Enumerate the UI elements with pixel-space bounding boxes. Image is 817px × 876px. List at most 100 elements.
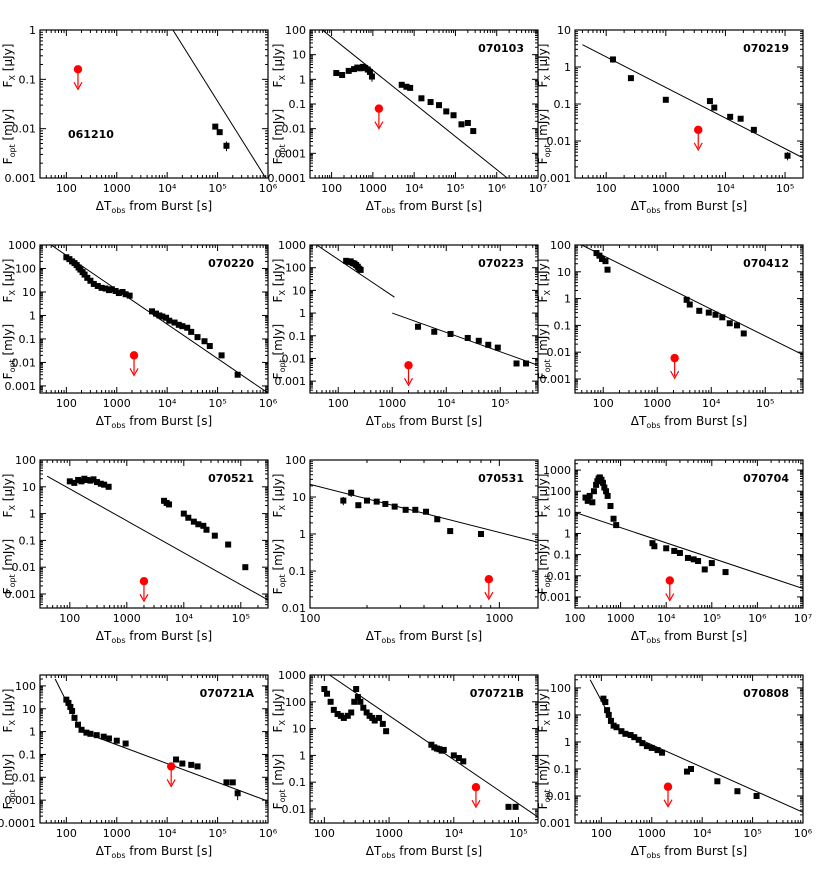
xray-point xyxy=(206,343,213,350)
xray-point xyxy=(94,282,101,289)
xray-point xyxy=(434,516,441,523)
y-tick-label: 10 xyxy=(557,506,571,519)
panel-070103: 100 1000 10⁴ 10⁵ 10⁶ 10⁷ 0.0001 0.001 0.01 0.1 1 10… xyxy=(268,24,548,215)
xray-point xyxy=(334,711,341,718)
xray-point xyxy=(415,323,422,330)
xray-point xyxy=(357,266,364,273)
y-tick-label: 100 xyxy=(285,262,306,275)
plot-area xyxy=(589,679,803,813)
y-axis-label-xray: FX [μJy] xyxy=(271,259,287,303)
y-tick-label: 0.01 xyxy=(282,123,307,136)
xray-point xyxy=(360,704,367,711)
optical-upper-limit-point xyxy=(665,576,675,585)
xray-point xyxy=(66,478,73,485)
y-tick-label: 0.01 xyxy=(547,790,572,803)
x-axis-label: ΔTobs from Burst [s] xyxy=(366,629,482,645)
x-axis-label: ΔTobs from Burst [s] xyxy=(366,199,482,215)
xray-point xyxy=(784,152,791,159)
xray-point xyxy=(740,330,747,337)
optical-upper-limit-point xyxy=(129,351,139,360)
plot-area xyxy=(582,44,803,161)
x-tick-label: 10⁴ xyxy=(158,397,177,410)
xray-point xyxy=(478,531,484,537)
xray-point xyxy=(152,310,159,317)
y-tick-label: 1 xyxy=(564,293,571,306)
xray-point xyxy=(708,560,715,567)
x-tick-label: 1000 xyxy=(103,397,131,410)
xray-point xyxy=(512,803,519,810)
y-tick-label: 100 xyxy=(285,454,306,467)
y-axis-label-xray: FX [μJy] xyxy=(536,474,552,518)
xray-point xyxy=(431,328,438,335)
x-axis-label: ΔTobs from Burst [s] xyxy=(631,414,747,430)
plot-frame xyxy=(309,244,539,394)
x-tick-label: 100 xyxy=(328,397,349,410)
xray-point xyxy=(330,706,337,713)
xray-point xyxy=(383,728,390,735)
y-tick-label: 0.01 xyxy=(547,135,572,148)
xray-point xyxy=(166,501,173,508)
x-tick-label: 10⁴ xyxy=(158,182,177,195)
x-tick-label: 100 xyxy=(321,182,342,195)
y-tick-label: 0.001 xyxy=(275,375,307,388)
xray-point xyxy=(598,476,605,483)
plot-frame xyxy=(574,674,804,824)
xray-point xyxy=(218,352,225,359)
xray-point xyxy=(149,308,156,315)
xray-point xyxy=(195,521,202,528)
y-tick-label: 0.001 xyxy=(540,373,572,386)
xray-point xyxy=(115,290,122,297)
y-tick-label: 0.0001 xyxy=(268,172,307,185)
xray-point xyxy=(63,696,70,703)
xray-point xyxy=(447,528,454,535)
plot-frame xyxy=(574,244,804,394)
y-tick-label: 0.01 xyxy=(12,123,37,136)
y-tick-label: 1 xyxy=(29,508,36,521)
xray-point xyxy=(722,569,729,576)
xray-point xyxy=(684,768,691,775)
upper-limit-arrow-head xyxy=(403,377,414,387)
xray-point xyxy=(654,747,661,754)
xray-point xyxy=(706,98,713,105)
fit-line xyxy=(581,245,803,356)
grb-label: 070521 xyxy=(208,472,254,485)
y-tick-label: 0.01 xyxy=(282,602,307,615)
xray-point xyxy=(753,792,760,799)
y-tick-label: 10 xyxy=(292,49,306,62)
xray-point xyxy=(71,714,78,721)
x-tick-label: 10⁵ xyxy=(208,827,226,840)
xray-point xyxy=(659,749,666,756)
xray-point xyxy=(211,532,218,539)
xray-point xyxy=(737,115,744,122)
xray-point xyxy=(627,732,634,739)
y-tick-label: 0.1 xyxy=(19,73,37,86)
xray-point xyxy=(100,733,107,740)
y-tick-label: 0.001 xyxy=(540,591,572,604)
x-tick-label: 10⁶ xyxy=(748,612,767,625)
xray-point xyxy=(686,301,693,308)
xray-point xyxy=(119,288,126,295)
plot-frame xyxy=(39,29,269,179)
plot-area xyxy=(321,675,538,818)
xray-point xyxy=(727,113,734,120)
y-tick-label: 0.001 xyxy=(5,588,37,601)
y-axis-label-xray: FX [μJy] xyxy=(536,259,552,303)
xray-point xyxy=(333,70,340,77)
x-tick-label: 10⁴ xyxy=(437,397,456,410)
xray-point xyxy=(750,126,757,133)
upper-limit-arrow-head xyxy=(129,368,139,377)
y-tick-label: 1 xyxy=(564,61,571,74)
xray-point xyxy=(671,547,678,554)
y-tick-label: 0.1 xyxy=(289,565,307,578)
optical-upper-limit-point xyxy=(694,125,703,135)
xray-point xyxy=(582,494,589,501)
plot-area xyxy=(73,30,267,178)
xray-point xyxy=(65,699,72,706)
fit-line xyxy=(582,44,803,159)
y-axis-label-xray: FX [μJy] xyxy=(1,474,17,518)
x-tick-label: 1000 xyxy=(113,612,141,625)
xray-point xyxy=(586,492,593,499)
xray-point xyxy=(93,732,100,739)
y-axis-label-xray: FX [μJy] xyxy=(1,44,17,88)
y-tick-label: 10 xyxy=(292,491,306,504)
